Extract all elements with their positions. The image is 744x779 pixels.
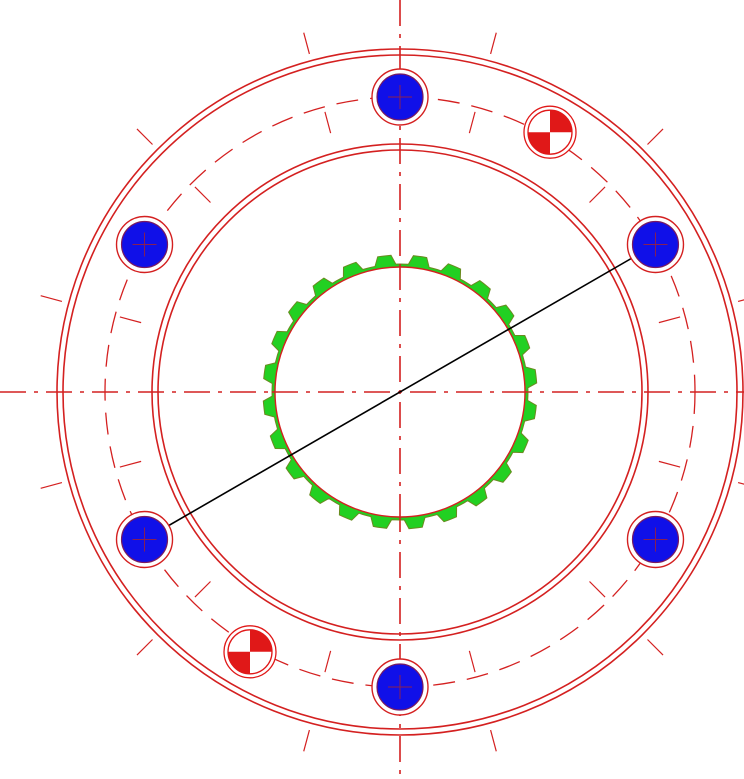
diagonal-line-segment — [144, 243, 656, 541]
dowel-pin-icon — [523, 105, 577, 159]
radial-tick — [647, 128, 664, 145]
radial-tick — [737, 299, 744, 302]
radial-tick — [468, 650, 476, 673]
radial-tick — [737, 482, 744, 485]
radial-tick — [40, 295, 63, 302]
radial-tick — [589, 581, 606, 598]
radial-tick — [136, 639, 153, 656]
radial-tick — [490, 32, 497, 55]
radial-tick — [40, 482, 63, 489]
radial-tick — [303, 32, 310, 55]
dowel-quadrant — [550, 110, 572, 133]
radial-tick — [194, 581, 211, 598]
radial-tick — [324, 111, 332, 134]
radial-tick — [194, 186, 211, 203]
radial-tick — [658, 316, 681, 324]
bolt-holes — [115, 68, 685, 716]
dowel-quadrant — [528, 132, 550, 155]
dowel-quadrant — [250, 629, 272, 652]
bolt-hole-icon — [371, 68, 429, 126]
radial-tick — [303, 729, 310, 752]
radial-tick — [589, 186, 606, 203]
diagonal-line — [144, 243, 656, 541]
bolt-hole-icon — [115, 510, 174, 569]
radial-tick — [468, 111, 476, 134]
radial-center-ticks — [40, 32, 744, 752]
radial-tick — [119, 460, 142, 468]
radial-tick — [658, 460, 681, 468]
bolt-hole-icon — [115, 215, 174, 274]
bolt-hole-icon — [371, 658, 429, 716]
radial-tick — [324, 650, 332, 673]
bolt-hole-icon — [626, 510, 685, 569]
dowel-pin-icon — [223, 625, 277, 679]
radial-tick — [490, 729, 497, 752]
radial-tick — [119, 316, 142, 324]
radial-tick — [136, 128, 153, 145]
radial-tick — [647, 639, 664, 656]
dowel-quadrant — [228, 651, 250, 674]
dowel-pins — [223, 105, 577, 679]
bolt-hole-icon — [626, 215, 685, 274]
